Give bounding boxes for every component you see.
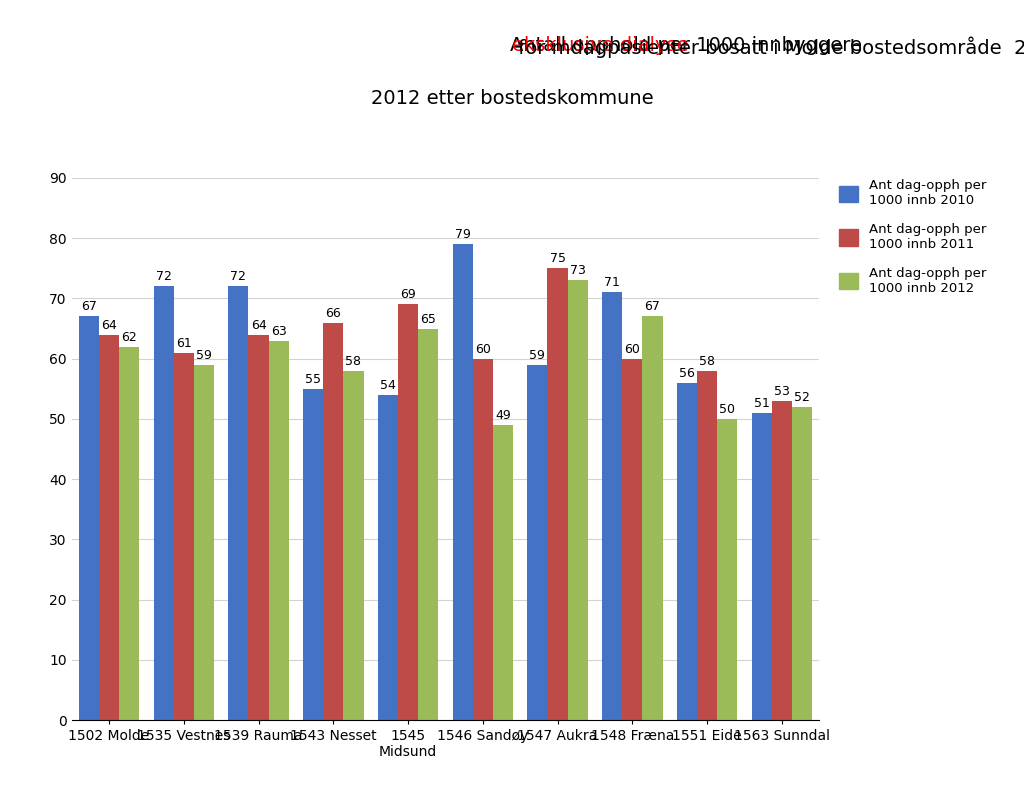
Text: 63: 63 xyxy=(271,324,287,337)
Bar xyxy=(228,286,249,720)
Bar xyxy=(194,365,214,720)
Text: 60: 60 xyxy=(475,343,490,356)
Bar xyxy=(677,383,697,720)
Bar xyxy=(453,244,473,720)
Text: 53: 53 xyxy=(774,385,790,398)
Text: 59: 59 xyxy=(529,349,546,362)
Text: 79: 79 xyxy=(455,228,471,241)
Bar xyxy=(268,341,289,720)
Bar xyxy=(174,353,194,720)
Bar xyxy=(567,281,588,720)
Text: 69: 69 xyxy=(400,289,416,302)
Bar xyxy=(303,389,324,720)
Text: 73: 73 xyxy=(569,265,586,277)
Bar xyxy=(79,316,99,720)
Text: 60: 60 xyxy=(625,343,640,356)
Bar xyxy=(473,358,493,720)
Text: 52: 52 xyxy=(794,391,810,404)
Bar xyxy=(642,316,663,720)
Bar xyxy=(324,323,343,720)
Bar xyxy=(154,286,174,720)
Text: 61: 61 xyxy=(176,337,191,349)
Text: 62: 62 xyxy=(122,331,137,344)
Text: eksklusive dialyse: eksklusive dialyse xyxy=(512,36,688,55)
Text: 72: 72 xyxy=(156,270,172,283)
Bar xyxy=(752,413,772,720)
Text: for mdagpasienter bosatt i Molde bostedsområde  2010-: for mdagpasienter bosatt i Molde bosteds… xyxy=(512,36,1024,58)
Text: 66: 66 xyxy=(326,307,341,320)
Bar xyxy=(717,419,737,720)
Bar xyxy=(527,365,548,720)
Text: 72: 72 xyxy=(230,270,247,283)
Text: 50: 50 xyxy=(719,403,735,416)
Bar xyxy=(343,371,364,720)
Text: 67: 67 xyxy=(81,300,97,313)
Text: 49: 49 xyxy=(496,409,511,422)
Text: 51: 51 xyxy=(754,397,770,410)
Text: 58: 58 xyxy=(345,354,361,367)
Text: 64: 64 xyxy=(251,319,266,332)
Text: 65: 65 xyxy=(420,312,436,325)
Text: 54: 54 xyxy=(380,379,396,392)
Bar xyxy=(697,371,717,720)
Bar xyxy=(623,358,642,720)
Bar xyxy=(119,346,139,720)
Legend: Ant dag-opph per
1000 innb 2010, Ant dag-opph per
1000 innb 2011, Ant dag-opph p: Ant dag-opph per 1000 innb 2010, Ant dag… xyxy=(834,174,991,300)
Text: 59: 59 xyxy=(196,349,212,362)
Bar xyxy=(398,304,418,720)
Bar xyxy=(493,425,513,720)
Text: 67: 67 xyxy=(644,300,660,313)
Bar xyxy=(792,407,812,720)
Text: 64: 64 xyxy=(101,319,117,332)
Text: 75: 75 xyxy=(550,252,565,265)
Bar xyxy=(99,335,119,720)
Bar xyxy=(249,335,268,720)
Bar xyxy=(378,395,398,720)
Text: Antall opphold per 1000 innbyggere: Antall opphold per 1000 innbyggere xyxy=(511,36,868,55)
Text: 58: 58 xyxy=(699,354,715,367)
Text: 56: 56 xyxy=(679,366,695,379)
Bar xyxy=(418,328,438,720)
Text: 2012 etter bostedskommune: 2012 etter bostedskommune xyxy=(371,89,653,108)
Text: 71: 71 xyxy=(604,277,621,290)
Bar xyxy=(602,292,623,720)
Bar xyxy=(772,400,792,720)
Bar xyxy=(548,269,567,720)
Text: 55: 55 xyxy=(305,373,322,386)
